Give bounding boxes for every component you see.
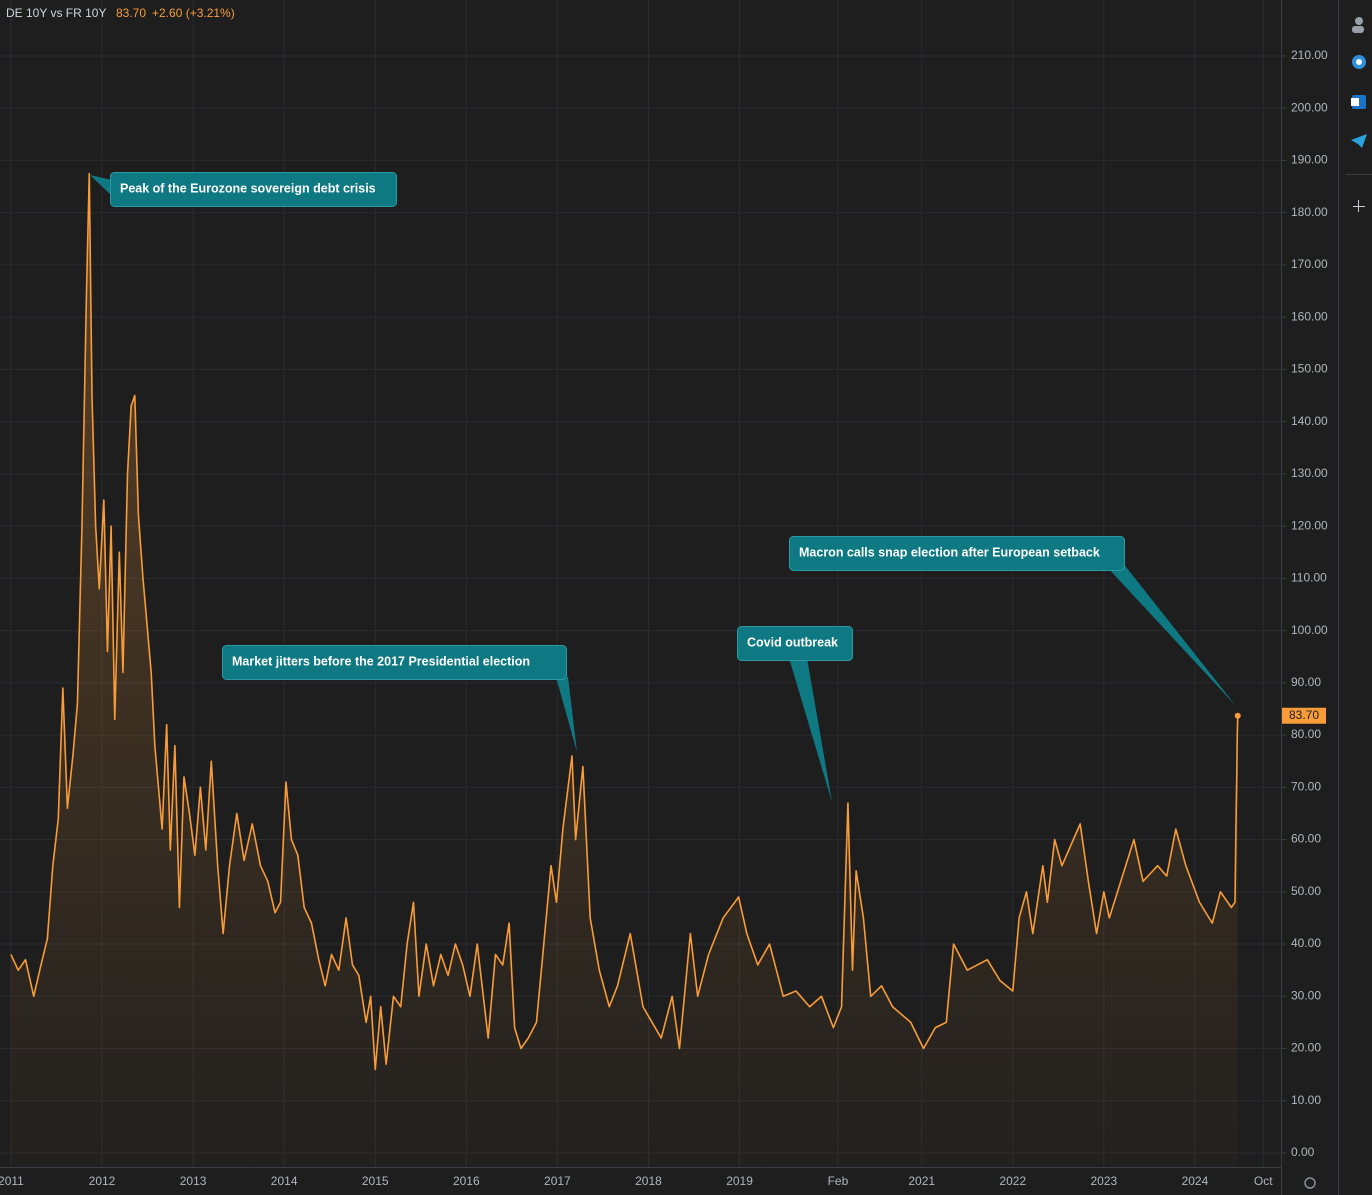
callout[interactable]: Market jitters before the 2017 President… bbox=[222, 645, 578, 753]
callout-pointer bbox=[789, 658, 832, 802]
y-tick-label: 10.00 bbox=[1291, 1093, 1321, 1107]
y-tick-label: 190.00 bbox=[1291, 153, 1328, 167]
y-tick-label: 160.00 bbox=[1291, 309, 1328, 323]
plot bbox=[10, 172, 1241, 1167]
line bbox=[10, 172, 1239, 1071]
x-tick-label: 2024 bbox=[1182, 1174, 1209, 1188]
x-tick-label: Oct bbox=[1254, 1174, 1273, 1188]
y-tick-label: 80.00 bbox=[1291, 727, 1321, 741]
price-badge-label: 83.70 bbox=[1289, 708, 1319, 722]
callout-text: Market jitters before the 2017 President… bbox=[232, 654, 530, 668]
y-tick-label: 40.00 bbox=[1291, 936, 1321, 950]
callout[interactable]: Peak of the Eurozone sovereign debt cris… bbox=[90, 172, 397, 207]
x-tick-label: 2011 bbox=[0, 1174, 24, 1188]
x-tick-label: 2018 bbox=[635, 1174, 662, 1188]
price-change: +2.60 (+3.21%) bbox=[152, 6, 235, 20]
sidebar bbox=[1304, 0, 1372, 1195]
settings-button[interactable] bbox=[1304, 1177, 1316, 1189]
sidebar-bg bbox=[1338, 0, 1372, 1195]
callout-box bbox=[222, 645, 567, 680]
callout-text: Covid outbreak bbox=[747, 635, 838, 649]
x-tick-label: 2021 bbox=[908, 1174, 935, 1188]
watchlist-icon[interactable] bbox=[1352, 17, 1364, 33]
area bbox=[10, 173, 1238, 1167]
y-tick-label: 20.00 bbox=[1291, 1041, 1321, 1055]
callout-box bbox=[789, 536, 1125, 571]
outlook-icon[interactable] bbox=[1351, 95, 1366, 109]
callout-text: Macron calls snap election after Europea… bbox=[799, 545, 1100, 559]
y-tick-label: 140.00 bbox=[1291, 414, 1328, 428]
callout-text: Peak of the Eurozone sovereign debt cris… bbox=[120, 181, 376, 195]
add-button[interactable] bbox=[1353, 200, 1365, 212]
symbol[interactable]: DE 10Y vs FR 10Y bbox=[6, 6, 107, 20]
y-tick-label: 110.00 bbox=[1291, 571, 1327, 585]
y-tick-label: 50.00 bbox=[1291, 884, 1321, 898]
x-tick-label: 2022 bbox=[999, 1174, 1026, 1188]
last-price: 83.70 bbox=[116, 6, 146, 20]
y-tick-label: 150.00 bbox=[1291, 362, 1328, 376]
y-tick-label: 170.00 bbox=[1291, 257, 1328, 271]
callout-box bbox=[110, 172, 397, 207]
y-tick-label: 200.00 bbox=[1291, 100, 1328, 114]
y-tick-label: 0.00 bbox=[1291, 1145, 1315, 1159]
callout[interactable]: Covid outbreak bbox=[737, 626, 853, 803]
callout-box bbox=[737, 626, 853, 661]
y-tick-label: 130.00 bbox=[1291, 466, 1328, 480]
callout[interactable]: Macron calls snap election after Europea… bbox=[789, 536, 1237, 707]
x-axis: 2011 2012 2013 2014 2015 2016 2017 2018 2019 Feb 2… bbox=[0, 1174, 1273, 1188]
y-axis: 0.00 10.00 20.00 30.00 40.00 50.00 60.00 70.00 8… bbox=[1281, 48, 1328, 1159]
y-tick-label: 210.00 bbox=[1291, 48, 1328, 62]
x-tick-label: 2019 bbox=[726, 1174, 753, 1188]
x-tick-label: 2015 bbox=[362, 1174, 389, 1188]
price-badge bbox=[1282, 707, 1326, 724]
x-tick-label: 2017 bbox=[544, 1174, 571, 1188]
x-tick-label: 2023 bbox=[1091, 1174, 1118, 1188]
callout-pointer bbox=[1108, 562, 1236, 706]
x-tick-label: 2013 bbox=[180, 1174, 207, 1188]
y-tick-label: 60.00 bbox=[1291, 832, 1321, 846]
x-tick-label: Feb bbox=[828, 1174, 849, 1188]
y-tick-label: 90.00 bbox=[1291, 675, 1321, 689]
callout-pointer bbox=[556, 677, 577, 752]
x-tick-label: 2014 bbox=[271, 1174, 298, 1188]
alerts-icon[interactable] bbox=[1352, 55, 1366, 69]
y-tick-label: 100.00 bbox=[1291, 623, 1328, 637]
x-tick-label: 2016 bbox=[453, 1174, 480, 1188]
y-tick-label: 180.00 bbox=[1291, 205, 1328, 219]
y-tick-label: 120.00 bbox=[1291, 518, 1328, 532]
x-tick-label: 2012 bbox=[89, 1174, 116, 1188]
callout-pointer bbox=[90, 175, 112, 196]
y-tick-label: 30.00 bbox=[1291, 988, 1321, 1002]
telegram-icon[interactable] bbox=[1351, 134, 1367, 148]
y-tick-label: 70.00 bbox=[1291, 779, 1321, 793]
last-point bbox=[1234, 712, 1241, 719]
